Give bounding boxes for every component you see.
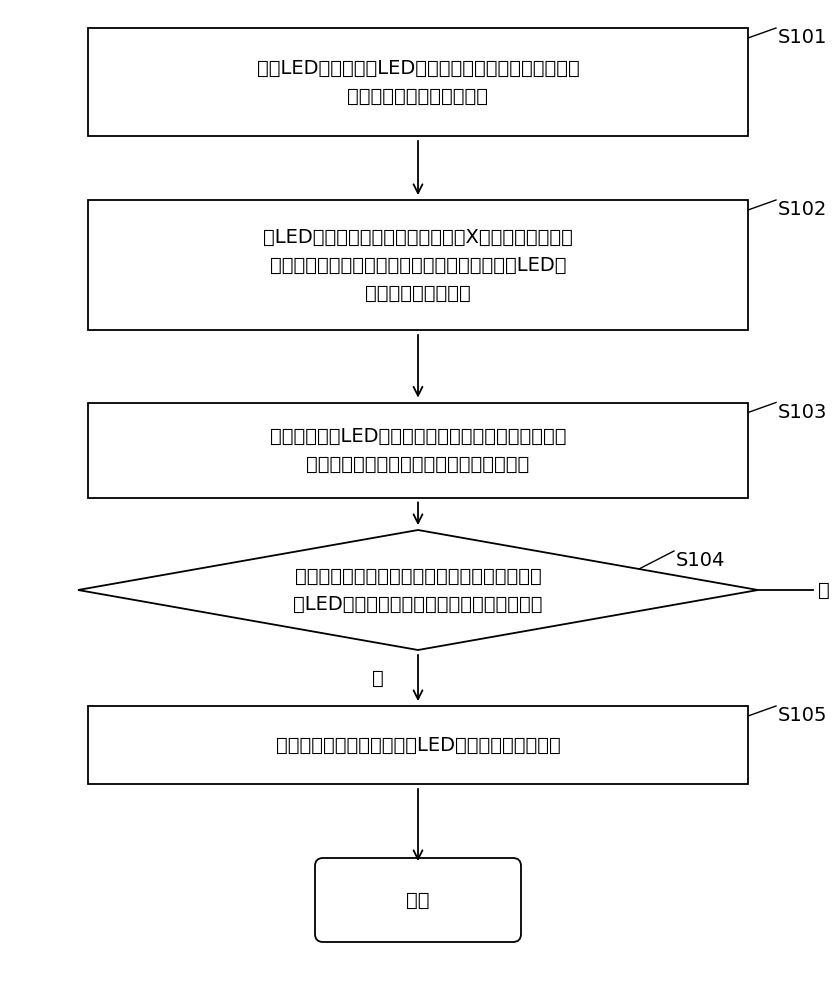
Text: 结束: 结束 (406, 890, 430, 910)
Bar (88, 706, 748, 784)
Polygon shape (78, 530, 758, 650)
Text: 确定所述灯具零部件为导致LED光源变色失效的源头: 确定所述灯具零部件为导致LED光源变色失效的源头 (276, 736, 560, 754)
Text: S105: S105 (778, 706, 828, 725)
Text: S103: S103 (778, 402, 828, 422)
Text: 对确定可导致LED光源变色的灯具零部件与含银验证材
料一体置于密封腔体内进行零部件失效反应: 对确定可导致LED光源变色的灯具零部件与含银验证材 料一体置于密封腔体内进行零部… (270, 426, 566, 474)
Bar (88, 28, 748, 136)
Text: 是: 是 (372, 668, 384, 688)
Text: 判断每一零部件所对应的失效反应中的结果是否
与LED光源的色变区域的变色失效结果相一致: 判断每一零部件所对应的失效反应中的结果是否 与LED光源的色变区域的变色失效结果… (293, 566, 543, 613)
Bar (88, 200, 748, 330)
Text: S102: S102 (778, 200, 828, 219)
Bar (88, 402, 748, 497)
FancyBboxPatch shape (315, 858, 521, 942)
Text: 获取LED光源器件上LED光源变色区域中变色斑点中的斑
点元素及变色失效结果成分: 获取LED光源器件上LED光源变色区域中变色斑点中的斑 点元素及变色失效结果成分 (257, 58, 579, 105)
Text: 对LED光源器件上的灯具零部件采用X射线能谱仪对零部
件中的元素进行分析，基于斑点元素确定可导致LED光
源变色的灯具零部件: 对LED光源器件上的灯具零部件采用X射线能谱仪对零部 件中的元素进行分析，基于斑… (263, 228, 573, 302)
Text: S104: S104 (676, 551, 726, 570)
Text: 否: 否 (818, 580, 830, 599)
Text: S101: S101 (778, 28, 828, 47)
